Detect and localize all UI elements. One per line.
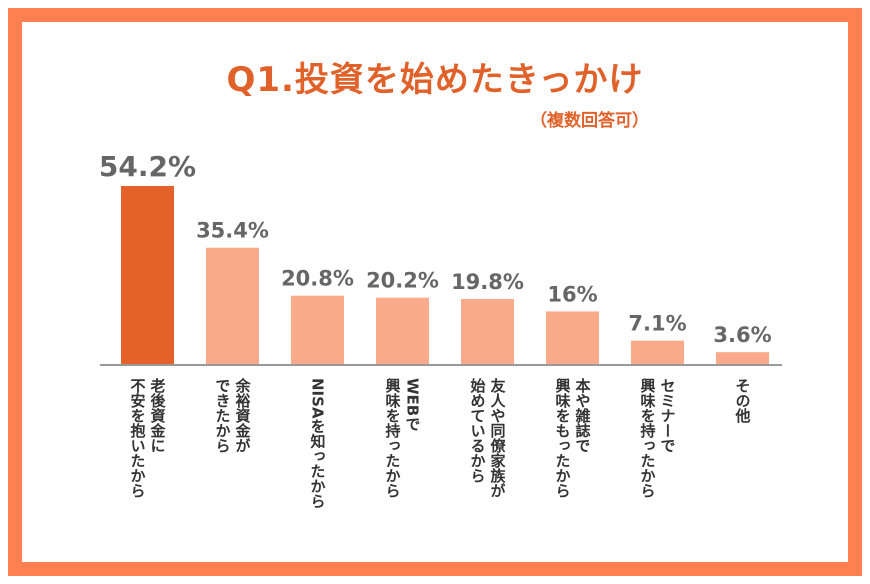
bar: [291, 295, 344, 364]
data-label: 35.4%: [196, 219, 269, 243]
category-label: 本や雑誌で 興味をもったから: [553, 378, 592, 498]
data-label: 19.8%: [451, 270, 524, 294]
category-label: WEBで 興味を持ったから: [383, 378, 422, 498]
data-label: 3.6%: [713, 323, 771, 347]
category-label: 友人や同僚家族が 始めているから: [468, 378, 507, 498]
category-label: 余裕資金が できたから: [213, 378, 252, 453]
category-label: NISAを知ったから: [308, 378, 327, 509]
bar: [631, 340, 684, 364]
chart-title: Q1.投資を始めたきっかけ: [226, 60, 644, 100]
bar: [461, 298, 514, 364]
category-label: セミナーで 興味を持ったから: [638, 378, 677, 498]
chart-subtitle: （複数回答可）: [530, 111, 649, 131]
bar: [206, 247, 259, 364]
data-label: 20.8%: [281, 267, 354, 291]
data-label: 20.2%: [366, 269, 439, 293]
data-label: 16%: [547, 282, 597, 306]
data-label: 54.2%: [99, 150, 196, 183]
bar: [716, 352, 769, 364]
category-label: 老後資金に 不安を抱いたから: [128, 378, 167, 498]
category-label: その他: [733, 378, 752, 423]
bar: [546, 311, 599, 364]
data-label: 7.1%: [628, 312, 686, 336]
bar: [376, 297, 429, 364]
bar: [121, 186, 174, 364]
